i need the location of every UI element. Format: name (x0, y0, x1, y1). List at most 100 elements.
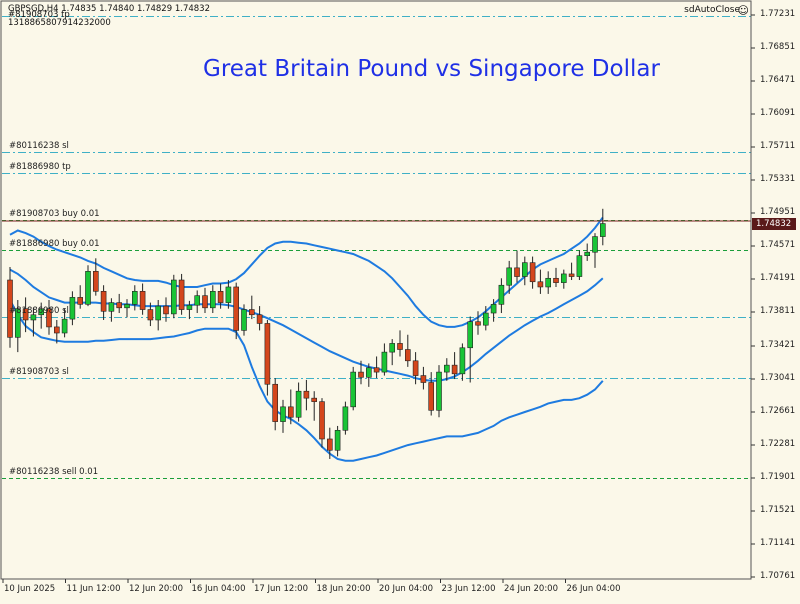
candle (202, 287, 208, 314)
candle-body (69, 297, 76, 320)
candle-body (139, 291, 146, 310)
candle-body (490, 304, 497, 314)
candle (217, 283, 224, 309)
candle (139, 283, 146, 315)
price-label: 1.71521 (760, 505, 796, 515)
price-label: 1.74951 (760, 207, 796, 217)
candle-body (124, 304, 130, 309)
candle (30, 307, 37, 337)
candle-body (30, 314, 37, 321)
candle-body (397, 343, 403, 350)
candle-body (545, 277, 552, 288)
candle-body (194, 295, 200, 306)
candle-body (132, 291, 138, 305)
candle (412, 352, 419, 385)
candle-body (350, 371, 357, 408)
candle (155, 299, 161, 331)
candle-body (506, 267, 513, 286)
current-price-box: 1.74832 (752, 218, 796, 230)
candle (553, 267, 559, 287)
price-label: 1.71901 (760, 472, 796, 482)
candle (194, 290, 200, 314)
price-label: 1.72661 (760, 406, 796, 416)
candle (108, 298, 115, 322)
candle (264, 319, 271, 396)
candle (381, 343, 388, 376)
candle-body (443, 364, 450, 373)
candle-body (498, 284, 505, 305)
chart-frame (0, 0, 752, 580)
candle (560, 269, 567, 289)
candle-body (264, 323, 271, 385)
expert-advisor-name[interactable]: sdAutoClose (684, 5, 740, 15)
candle-body (15, 308, 21, 338)
candle-body (93, 271, 99, 292)
candle (69, 291, 76, 326)
overlay-id-text: 1318865807914232000 (8, 18, 111, 28)
candle (249, 295, 255, 320)
candle-body (560, 273, 567, 283)
price-label: 1.74571 (760, 240, 796, 250)
candle-body (319, 401, 325, 440)
time-label: 23 Jun 12:00 (441, 584, 496, 594)
candle (22, 297, 29, 333)
candle-body (178, 279, 185, 310)
candle-body (171, 279, 177, 315)
candle (38, 302, 45, 329)
candle-body (389, 343, 396, 353)
symbol-info: GBPSGD,H4 1.74835 1.74840 1.74829 1.7483… (8, 4, 210, 14)
price-label: 1.76471 (760, 75, 796, 85)
candle-body (38, 308, 45, 316)
candle (61, 308, 68, 338)
candle (311, 391, 318, 421)
candle (584, 243, 591, 261)
candle (545, 271, 552, 294)
band-lower-line (9, 299, 604, 462)
candle-body (202, 295, 208, 309)
candle (7, 266, 13, 348)
candle-body (233, 286, 239, 331)
candle-body (147, 309, 154, 321)
candle (568, 262, 575, 281)
candle-body (272, 383, 279, 422)
chart-title: Great Britain Pound vs Singapore Dollar (203, 56, 660, 82)
candle (404, 334, 411, 367)
level-label: #81886980 buy 0.01 (9, 238, 100, 249)
time-label: 24 Jun 20:00 (504, 584, 558, 594)
time-label: 10 Jun 2025 (4, 584, 56, 594)
candle (482, 306, 489, 331)
candle (592, 233, 598, 268)
candle-body (210, 291, 216, 309)
level-label: #80116238 sl (9, 140, 69, 151)
price-label: 1.76851 (760, 42, 796, 52)
candle (178, 273, 185, 315)
price-label: 1.72281 (760, 439, 796, 449)
candle-body (459, 347, 466, 375)
candle (295, 382, 302, 422)
level-label: #81908703 buy 0.01 (9, 208, 100, 219)
candle-body (467, 321, 474, 349)
level-label: #81886980 sl (9, 305, 69, 316)
candle-body (358, 371, 364, 378)
smiley-icon: ☺ (737, 4, 749, 17)
price-label: 1.71141 (760, 538, 796, 548)
candle-body (514, 267, 520, 277)
candle-body (287, 406, 294, 418)
candle-body (116, 302, 122, 309)
candle-body (217, 291, 224, 303)
candle-body (576, 255, 583, 277)
candle-body (280, 406, 286, 422)
time-axis-ticks (2, 579, 566, 583)
candle (163, 297, 169, 322)
candle-body (381, 351, 388, 373)
candle-body (256, 314, 263, 324)
candle-body (53, 326, 60, 334)
candle (77, 285, 83, 309)
candle (85, 265, 91, 307)
candle-body (85, 271, 91, 305)
candle (93, 258, 99, 296)
candle-body (482, 312, 489, 326)
candle-body (592, 236, 598, 253)
